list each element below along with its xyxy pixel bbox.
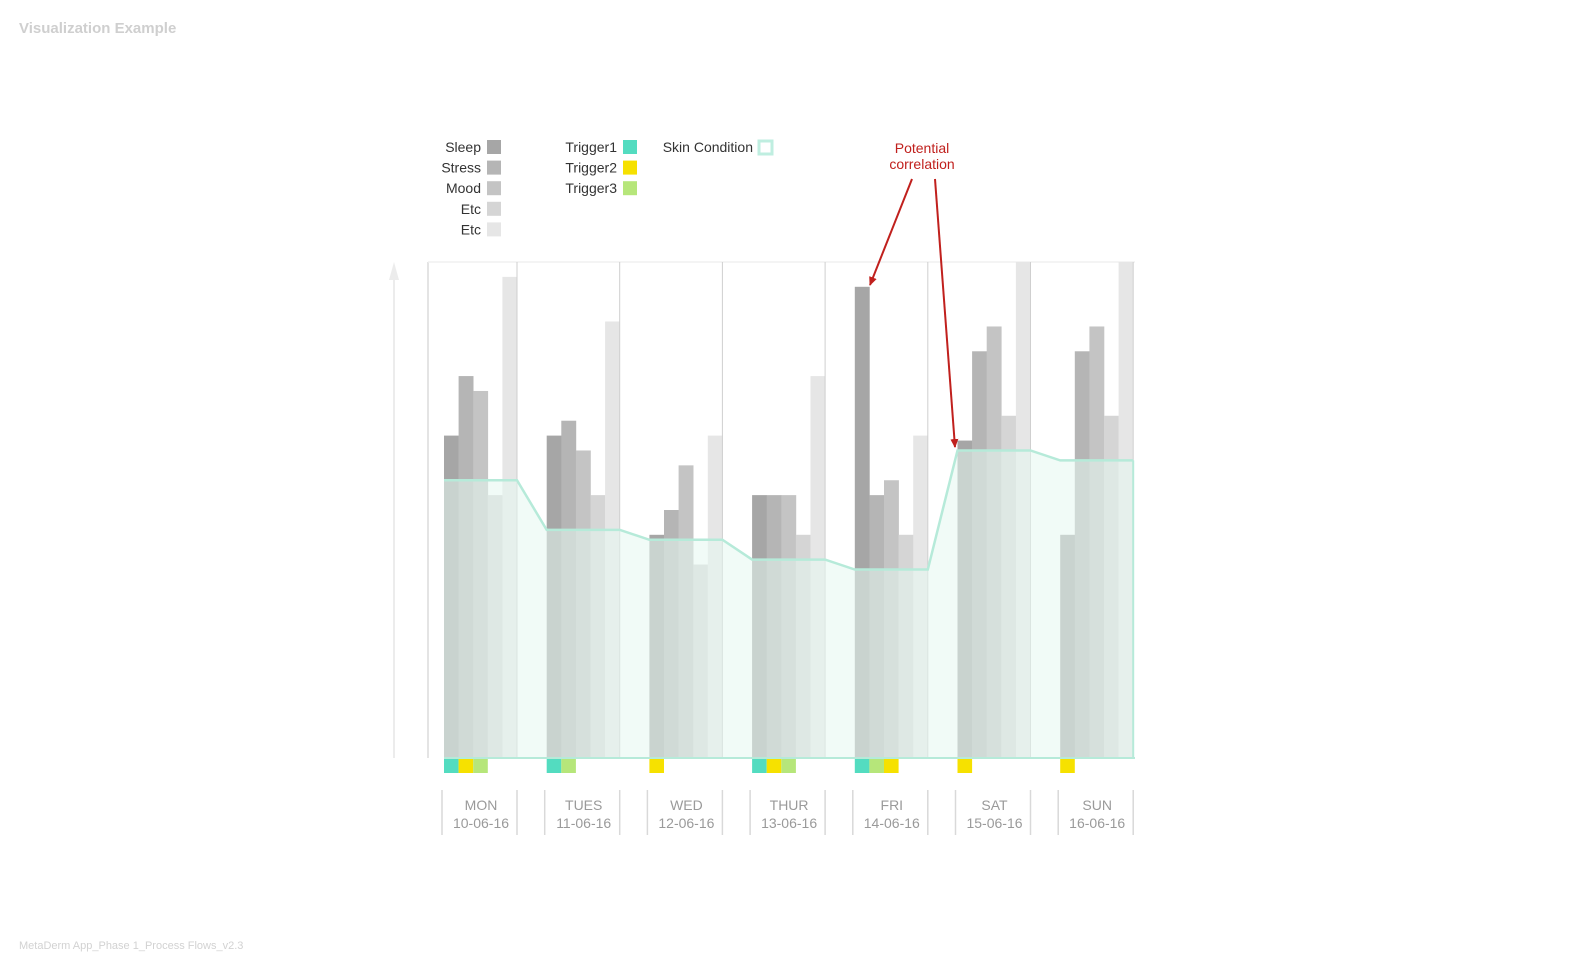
legend-swatch (487, 160, 501, 175)
trigger-mark-trigger3 (869, 759, 884, 773)
legend-label: Trigger3 (565, 180, 617, 196)
x-tick-day: TUES (565, 797, 602, 813)
legend-label: Mood (446, 180, 481, 196)
x-tick-day: THUR (770, 797, 809, 813)
x-tick-date: 11-06-16 (556, 815, 611, 831)
trigger-mark-trigger2 (458, 759, 474, 773)
x-tick-day: WED (670, 797, 703, 813)
legend-swatch (623, 160, 637, 175)
x-tick-date: 10-06-16 (453, 815, 509, 831)
legend-label: Etc (461, 201, 481, 217)
annotation-arrow-1 (869, 178, 913, 286)
skin-condition-line (444, 449, 1134, 571)
skin-condition-fill (444, 450, 1134, 758)
x-axis-labels: MON 10-06-16 TUES 11-06-16 WED 12-06-16 THUR 13… (441, 790, 1134, 835)
annotation-arrow-2 (934, 178, 959, 448)
legend-label: Skin Condition (663, 139, 753, 155)
y-axis-arrow (389, 262, 399, 280)
trigger-mark-trigger3 (561, 759, 576, 773)
legend-swatch (487, 140, 501, 154)
page-title: Visualization Example (19, 20, 177, 37)
x-tick-day: SUN (1082, 797, 1112, 813)
trigger-marks (444, 759, 1075, 773)
legend-label: Sleep (445, 139, 481, 155)
trigger-mark-trigger1 (546, 759, 562, 773)
legend-swatch (487, 181, 501, 196)
trigger-mark-trigger2 (884, 759, 899, 773)
legend-swatch (623, 181, 637, 196)
skin-condition-area (444, 449, 1135, 759)
x-tick-day: SAT (981, 797, 1008, 813)
x-tick-date: 14-06-16 (864, 815, 920, 831)
trigger-mark-trigger2 (1060, 759, 1075, 773)
legend-swatch (623, 140, 637, 154)
trigger-mark-trigger2 (649, 759, 664, 773)
x-tick-day: FRI (881, 797, 904, 813)
annotation-line-1: Potential (895, 140, 949, 156)
legend-swatch (487, 201, 501, 216)
x-tick-date: 13-06-16 (761, 815, 817, 831)
correlation-annotation: Potential correlation (869, 140, 959, 448)
x-tick-date: 12-06-16 (658, 815, 714, 831)
x-tick-date: 16-06-16 (1069, 815, 1125, 831)
y-axis (389, 262, 399, 758)
trigger-mark-trigger3 (781, 759, 796, 773)
x-tick-date: 15-06-16 (966, 815, 1022, 831)
legend-label: Trigger1 (565, 139, 617, 155)
legend-label: Etc (461, 221, 481, 237)
x-tick-day: MON (465, 797, 498, 813)
legend: Sleep Stress Mood Etc Etc Trigger1 Trigger2 Tri… (441, 139, 774, 237)
trigger-mark-trigger2 (766, 759, 782, 773)
legend-swatch (487, 222, 501, 237)
annotation-line-2: correlation (889, 156, 954, 172)
legend-label: Stress (441, 160, 481, 176)
footer-text: MetaDerm App_Phase 1_Process Flows_v2.3 (19, 940, 244, 952)
legend-swatch (757, 139, 774, 156)
trigger-mark-trigger1 (854, 759, 870, 773)
legend-label: Trigger2 (565, 160, 617, 176)
trigger-mark-trigger2 (957, 759, 973, 773)
trigger-mark-trigger1 (752, 759, 767, 773)
trigger-mark-trigger1 (444, 759, 459, 773)
trigger-mark-trigger3 (473, 759, 488, 773)
